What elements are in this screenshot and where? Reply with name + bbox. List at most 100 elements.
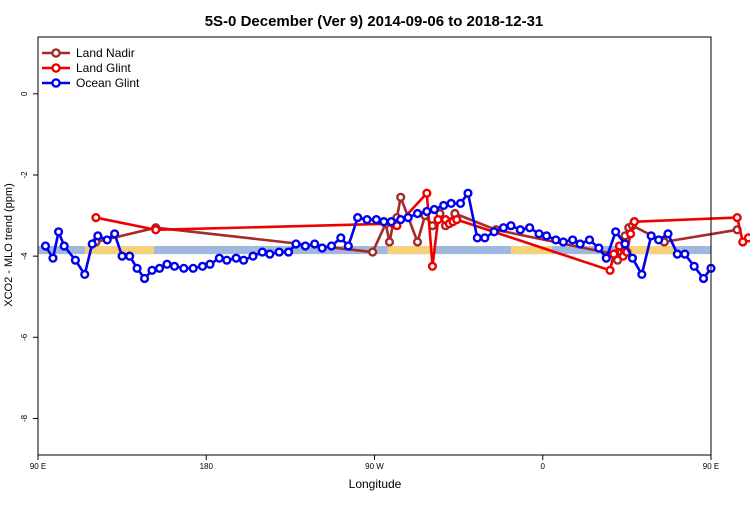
reference-band-land-segment — [510, 246, 553, 255]
data-point-ocean-glint — [310, 239, 320, 249]
plot-layer — [38, 188, 750, 284]
data-point-ocean-glint — [463, 188, 473, 198]
data-point-ocean-glint — [102, 235, 112, 245]
data-point-ocean-glint — [188, 263, 198, 273]
data-point-land-glint — [151, 225, 161, 235]
data-point-ocean-glint — [336, 233, 346, 243]
data-point-ocean-glint — [132, 263, 142, 273]
legend-marker-ocean-glint — [51, 78, 61, 88]
data-point-land-nadir — [396, 192, 406, 202]
data-point-ocean-glint — [422, 206, 432, 217]
data-point-ocean-glint — [446, 198, 456, 208]
data-point-ocean-glint — [162, 259, 172, 269]
data-point-ocean-glint — [93, 231, 103, 241]
data-point-ocean-glint — [515, 225, 525, 235]
data-point-ocean-glint — [110, 229, 120, 239]
data-point-ocean-glint — [125, 251, 135, 261]
data-point-ocean-glint — [472, 233, 482, 243]
x-axis-label: Longitude — [349, 477, 402, 491]
data-point-ocean-glint — [620, 239, 630, 249]
data-point-ocean-glint — [429, 204, 439, 215]
data-point-ocean-glint — [489, 227, 499, 237]
data-point-ocean-glint — [611, 227, 621, 237]
data-point-ocean-glint — [525, 223, 535, 233]
y-tick-label: -6 — [20, 333, 29, 341]
data-point-ocean-glint — [265, 249, 275, 259]
data-point-ocean-glint — [48, 253, 58, 263]
data-point-ocean-glint — [637, 269, 647, 280]
data-point-ocean-glint — [551, 235, 561, 245]
data-point-ocean-glint — [326, 241, 337, 251]
y-tick-label: 0 — [20, 91, 29, 96]
data-point-ocean-glint — [248, 251, 258, 261]
data-point-ocean-glint — [214, 253, 224, 263]
data-point-land-glint — [91, 212, 101, 223]
data-point-land-glint — [433, 215, 443, 225]
legend-label-land-nadir: Land Nadir — [76, 46, 135, 60]
data-point-ocean-glint — [197, 261, 208, 271]
data-point-ocean-glint — [680, 249, 690, 259]
data-point-ocean-glint — [412, 208, 423, 219]
data-point-ocean-glint — [396, 215, 406, 225]
y-tick-label: -4 — [20, 252, 29, 260]
x-tick-label: 90 E — [703, 462, 719, 471]
data-point-ocean-glint — [147, 265, 157, 275]
data-point-ocean-glint — [40, 241, 51, 251]
legend-marker-land-glint — [51, 63, 61, 73]
data-point-land-glint — [743, 233, 750, 243]
data-point-ocean-glint — [386, 217, 396, 227]
data-point-ocean-glint — [558, 237, 568, 247]
data-point-ocean-glint — [575, 239, 585, 249]
data-point-ocean-glint — [274, 247, 284, 257]
x-tick-label: 180 — [200, 462, 214, 471]
data-point-ocean-glint — [117, 251, 127, 261]
data-point-ocean-glint — [646, 231, 656, 241]
axes-layer: 90 E 180 90 W 0 90 E 0 -2 -4 -6 -8 — [20, 36, 719, 471]
x-tick-label: 0 — [541, 462, 546, 471]
y-axis-label: XCO2 - MLO trend (ppm) — [3, 183, 15, 306]
reference-band-land-segment — [387, 246, 435, 255]
legend-label-land-glint: Land Glint — [76, 61, 131, 75]
data-point-land-nadir — [368, 247, 378, 257]
x-tick-label: 90 E — [30, 462, 46, 471]
reference-band-land-segment — [625, 246, 674, 255]
data-point-ocean-glint — [601, 253, 611, 263]
data-point-land-glint — [629, 217, 639, 227]
data-point-ocean-glint — [169, 261, 180, 271]
data-point-ocean-glint — [541, 231, 552, 241]
data-point-ocean-glint — [257, 247, 267, 257]
data-point-ocean-glint — [480, 233, 490, 243]
data-point-ocean-glint — [291, 239, 301, 249]
data-point-ocean-glint — [70, 255, 80, 265]
data-point-ocean-glint — [53, 227, 64, 237]
data-point-ocean-glint — [672, 249, 682, 259]
data-point-ocean-glint — [654, 235, 664, 245]
data-point-ocean-glint — [87, 239, 97, 249]
data-point-ocean-glint — [222, 255, 232, 265]
data-point-ocean-glint — [231, 253, 241, 263]
data-point-ocean-glint — [283, 247, 294, 257]
data-point-ocean-glint — [317, 243, 327, 253]
data-point-ocean-glint — [663, 229, 673, 239]
data-point-ocean-glint — [343, 241, 353, 251]
data-point-ocean-glint — [154, 263, 165, 273]
data-point-land-nadir — [412, 237, 423, 247]
data-point-land-glint — [427, 261, 438, 271]
data-point-ocean-glint — [362, 215, 372, 225]
data-point-ocean-glint — [379, 217, 389, 227]
data-point-ocean-glint — [205, 259, 215, 269]
data-point-land-glint — [422, 188, 432, 198]
data-point-ocean-glint — [353, 212, 363, 223]
legend-marker-land-nadir — [51, 48, 61, 58]
series-line-land-glint — [95, 191, 750, 272]
chart-title: 5S-0 December (Ver 9) 2014-09-06 to 2018… — [205, 13, 544, 30]
data-point-land-glint — [605, 265, 615, 275]
data-point-ocean-glint — [568, 235, 578, 245]
data-point-ocean-glint — [506, 221, 516, 231]
data-point-ocean-glint — [371, 215, 381, 225]
y-tick-label: -2 — [20, 171, 29, 179]
data-point-ocean-glint — [300, 241, 310, 251]
